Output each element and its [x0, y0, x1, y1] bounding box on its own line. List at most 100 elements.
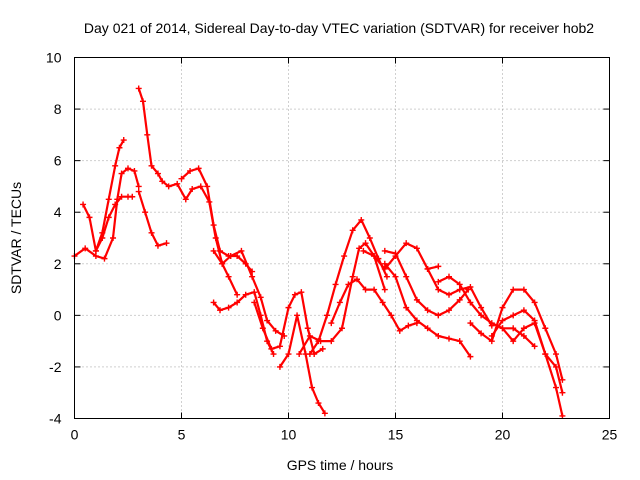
series-sat-e: [135, 188, 170, 249]
data-point-marker: [559, 389, 566, 396]
data-point-marker: [163, 240, 170, 247]
data-point-marker: [195, 165, 202, 172]
data-point-marker: [116, 144, 123, 151]
data-point-marker: [542, 351, 549, 358]
data-point-marker: [99, 235, 106, 241]
data-point-marker: [276, 363, 283, 370]
data-point-marker: [234, 299, 241, 306]
data-point-marker: [268, 345, 275, 352]
data-point-marker: [105, 214, 112, 221]
data-point-marker: [559, 412, 566, 419]
data-point-marker: [154, 170, 161, 177]
series-sat-k: [296, 240, 388, 358]
series-sat-u: [499, 320, 566, 396]
data-point-marker: [478, 330, 485, 337]
data-point-marker: [467, 320, 474, 327]
data-point-marker: [264, 317, 271, 324]
series-sat-c: [92, 193, 136, 254]
data-point-marker: [304, 325, 311, 332]
y-tick-label: 2: [54, 256, 62, 272]
x-tick-label: 0: [71, 427, 79, 443]
data-point-marker: [358, 216, 365, 223]
data-point-marker: [405, 322, 412, 329]
data-point-marker: [217, 307, 224, 314]
data-point-marker: [360, 247, 367, 254]
y-tick-label: 0: [54, 307, 62, 323]
data-point-marker: [321, 410, 328, 417]
data-point-marker: [315, 400, 322, 407]
data-point-marker: [345, 281, 352, 288]
data-point-marker: [413, 245, 420, 252]
data-point-marker: [424, 265, 431, 272]
data-point-marker: [217, 247, 224, 254]
data-point-marker: [531, 320, 538, 327]
y-tick-label: 10: [46, 50, 62, 66]
data-point-marker: [210, 222, 217, 229]
data-point-marker: [456, 296, 463, 303]
data-point-marker: [291, 291, 298, 298]
data-point-marker: [182, 196, 189, 203]
series-line: [81, 138, 125, 252]
data-point-marker: [319, 345, 326, 352]
data-point-marker: [112, 201, 119, 208]
series-sat-q: [424, 265, 495, 329]
data-point-marker: [383, 273, 390, 280]
y-tick-label: 6: [54, 153, 62, 169]
data-point-marker: [118, 193, 125, 200]
series-line: [253, 291, 324, 356]
data-point-marker: [131, 167, 138, 174]
data-point-marker: [294, 312, 301, 319]
data-point-marker: [499, 304, 506, 311]
data-point-marker: [446, 335, 452, 342]
data-point-marker: [328, 320, 335, 327]
data-point-marker: [435, 332, 442, 339]
series-line: [469, 288, 564, 381]
x-tick-label: 5: [178, 427, 186, 443]
data-point-marker: [101, 255, 108, 262]
data-point-marker: [296, 351, 303, 358]
data-point-marker: [272, 327, 279, 334]
data-point-marker: [510, 325, 517, 332]
data-point-marker: [349, 273, 356, 280]
data-point-marker: [456, 338, 463, 345]
data-point-marker: [219, 260, 226, 267]
data-point-marker: [139, 98, 146, 105]
data-point-marker: [249, 273, 256, 280]
series-sat-d: [135, 85, 241, 298]
series-line: [212, 291, 275, 356]
data-point-marker: [210, 247, 217, 254]
x-tick-label: 20: [495, 427, 511, 443]
data-point-marker: [306, 332, 313, 339]
data-point-marker: [339, 325, 345, 332]
data-point-marker: [467, 299, 474, 306]
x-tick-label: 25: [602, 427, 618, 443]
data-point-marker: [112, 162, 119, 169]
data-point-marker: [251, 299, 258, 306]
data-point-marker: [510, 312, 517, 319]
data-point-marker: [306, 351, 313, 358]
data-point-marker: [129, 193, 136, 200]
data-point-marker: [435, 263, 442, 270]
data-point-marker: [510, 286, 517, 293]
data-point-marker: [204, 183, 211, 190]
data-point-marker: [80, 201, 87, 208]
data-point-marker: [396, 327, 403, 334]
series-line: [362, 242, 440, 270]
data-point-marker: [328, 338, 335, 345]
series-sat-i: [251, 289, 326, 358]
data-point-marker: [187, 167, 194, 174]
data-point-marker: [413, 296, 420, 303]
data-point-marker: [510, 338, 517, 345]
data-point-marker: [446, 291, 452, 298]
axis-ticks: [74, 57, 610, 419]
data-point-marker: [488, 338, 495, 345]
data-point-marker: [332, 281, 339, 288]
data-point-marker: [125, 165, 131, 172]
data-point-marker: [478, 312, 485, 319]
data-point-marker: [238, 247, 245, 254]
data-point-marker: [82, 245, 89, 252]
series-sat-g: [210, 247, 288, 339]
series-line: [180, 167, 254, 273]
data-point-marker: [371, 253, 378, 260]
series-sat-l: [306, 216, 390, 358]
